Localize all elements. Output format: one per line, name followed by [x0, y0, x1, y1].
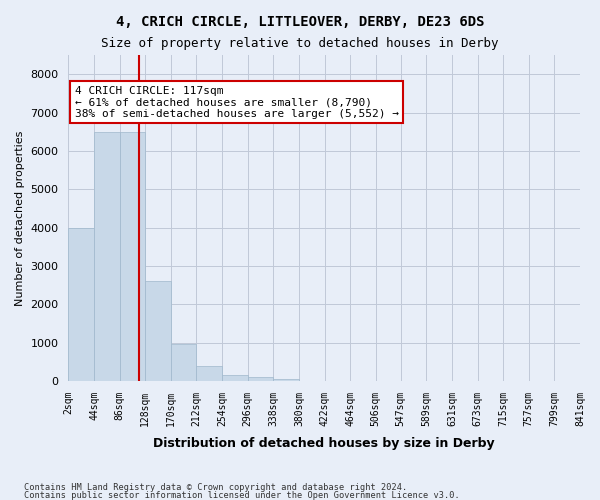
Bar [273, 379, 299, 381]
Bar [171, 344, 196, 381]
Bar [222, 375, 248, 381]
Text: Size of property relative to detached houses in Derby: Size of property relative to detached ho… [101, 38, 499, 51]
Bar [68, 228, 94, 381]
Bar [94, 132, 119, 381]
Text: 4, CRICH CIRCLE, LITTLEOVER, DERBY, DE23 6DS: 4, CRICH CIRCLE, LITTLEOVER, DERBY, DE23… [116, 15, 484, 29]
X-axis label: Distribution of detached houses by size in Derby: Distribution of detached houses by size … [154, 437, 495, 450]
Bar [196, 366, 222, 381]
Y-axis label: Number of detached properties: Number of detached properties [15, 130, 25, 306]
Text: Contains public sector information licensed under the Open Government Licence v3: Contains public sector information licen… [24, 491, 460, 500]
Text: Contains HM Land Registry data © Crown copyright and database right 2024.: Contains HM Land Registry data © Crown c… [24, 484, 407, 492]
Bar [119, 132, 145, 381]
Bar [248, 377, 273, 381]
Text: 4 CRICH CIRCLE: 117sqm
← 61% of detached houses are smaller (8,790)
38% of semi-: 4 CRICH CIRCLE: 117sqm ← 61% of detached… [74, 86, 398, 119]
Bar [145, 281, 171, 381]
